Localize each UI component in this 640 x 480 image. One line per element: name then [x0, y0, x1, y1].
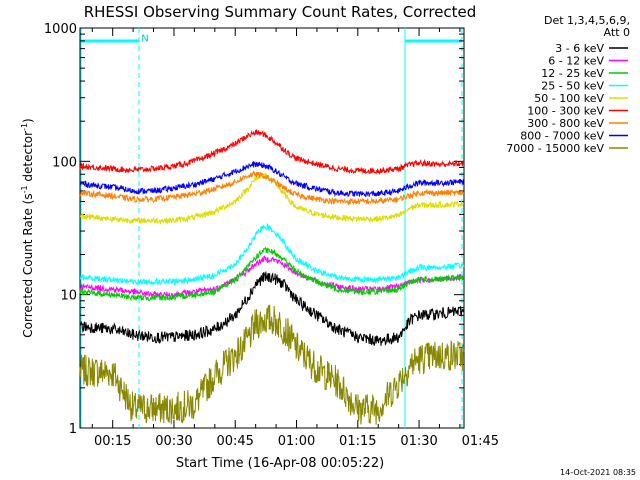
y-tick-label: 100 [52, 155, 77, 170]
x-tick-label: 01:15 [339, 434, 376, 449]
x-tick-label: 00:45 [216, 434, 253, 449]
annotation-n: N [141, 33, 148, 44]
legend-label: 800 - 7000 keV [520, 130, 604, 143]
legend-label: 6 - 12 keV [548, 55, 604, 68]
y-label-pre: Corrected Count Rate (s [21, 193, 35, 337]
plot-frame [79, 27, 465, 429]
y-tick-label: 1000 [44, 22, 77, 37]
series-line [79, 129, 465, 175]
y-label-sup2: -1 [20, 123, 29, 131]
legend-title-line-1: Det 1,3,4,5,6,9, [544, 14, 630, 27]
y-tick-label: 10 [60, 289, 77, 304]
legend-label: 100 - 300 keV [527, 105, 604, 118]
series-line [79, 160, 465, 198]
timestamp: 14-Oct-2021 08:35 [560, 468, 636, 477]
x-tick-label: 01:30 [400, 434, 437, 449]
y-label-post: ) [21, 118, 35, 123]
y-tick-label: 1 [69, 422, 77, 437]
legend-title-line-2: Att 0 [604, 26, 630, 39]
x-tick-label: 01:00 [278, 434, 315, 449]
x-axis-label: Start Time (16-Apr-08 00:05:22) [176, 456, 384, 471]
x-tick-label: 01:45 [462, 434, 499, 449]
y-axis-label: Corrected Count Rate (s-1 detector-1) [20, 118, 35, 337]
series-line [79, 246, 465, 302]
series-line [80, 222, 465, 287]
x-tick-label: 00:15 [94, 434, 131, 449]
series-group [79, 129, 465, 425]
legend-label: 300 - 800 keV [527, 117, 604, 130]
series-line [79, 271, 465, 346]
chart-title: RHESSI Observing Summary Count Rates, Co… [84, 3, 477, 21]
series-line [79, 304, 465, 425]
x-axis: 00:15 00:30 00:45 01:00 01:15 01:30 01:45 [91, 28, 499, 449]
series-line [79, 170, 465, 206]
legend-label: 50 - 100 keV [534, 92, 604, 105]
legend-label: 12 - 25 keV [541, 67, 604, 80]
y-label-mid: detector [21, 131, 35, 186]
legend-label: 3 - 6 keV [555, 42, 604, 55]
series-line [79, 172, 465, 225]
x-tick-label: 00:30 [155, 434, 192, 449]
legend-label: 7000 - 15000 keV [506, 142, 604, 155]
legend-label: 25 - 50 keV [541, 80, 604, 93]
y-label-sup1: -1 [20, 185, 29, 193]
